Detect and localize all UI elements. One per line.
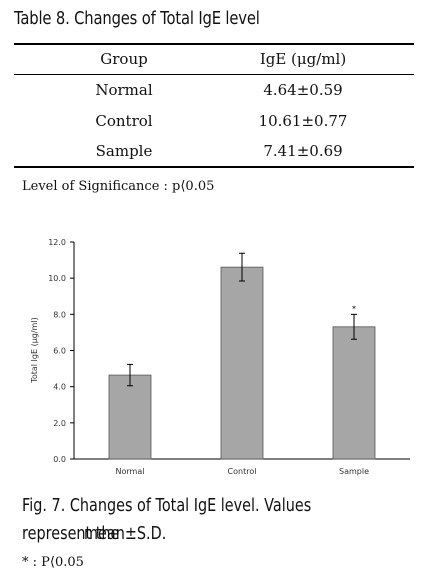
bar-sample <box>332 326 376 460</box>
x-tick-labels: Normal Control Sample <box>116 467 370 476</box>
row-value-normal: 4.64±0.59 <box>263 81 343 99</box>
bar-chart: 0.0 2.0 4.0 6.0 8.0 10.0 12.0 * Normal Control S… <box>30 238 410 476</box>
row-value-control: 10.61±0.77 <box>258 112 348 130</box>
y-axis-label: Total IgE (μg/ml) <box>30 317 39 383</box>
significance-note: Level of Significance : p⟨0.05 <box>22 179 215 194</box>
x-tick-label: Normal <box>116 467 145 476</box>
footnote: * : P⟨0.05 <box>22 555 84 570</box>
figure-caption: Fig. 7. Changes of Total IgE level. Valu… <box>22 495 312 544</box>
header-ige: IgE (μg/ml) <box>259 50 347 68</box>
table-mid-rule <box>14 74 414 75</box>
table-title: Table 8. Changes of Total IgE level <box>14 8 260 29</box>
header-group: Group <box>100 50 148 68</box>
y-tick-label: 8.0 <box>53 310 66 319</box>
error-bar-control <box>239 252 245 282</box>
significance-marker: * <box>352 304 356 313</box>
row-group-sample: Sample <box>95 142 153 160</box>
bar-normal <box>108 374 152 460</box>
row-group-control: Control <box>95 112 153 130</box>
bars: * <box>108 252 376 460</box>
y-tick-label: 6.0 <box>53 347 66 356</box>
table-bottom-rule <box>14 166 414 168</box>
row-value-sample: 7.41±0.69 <box>263 142 343 160</box>
bar-control <box>220 266 264 460</box>
row-group-normal: Normal <box>95 81 153 99</box>
y-tick-label: 4.0 <box>53 383 66 392</box>
error-bar-sample <box>351 313 357 340</box>
y-tick-label: 12.0 <box>48 238 66 247</box>
table-top-rule <box>14 43 414 45</box>
x-tick-label: Sample <box>339 467 369 476</box>
figure-caption-line2: mean±S.D. <box>84 523 167 544</box>
y-tick-label: 2.0 <box>53 419 66 428</box>
y-tick-label: 0.0 <box>53 455 66 464</box>
y-tick-label: 10.0 <box>48 274 66 283</box>
y-ticks: 0.0 2.0 4.0 6.0 8.0 10.0 12.0 <box>48 238 74 464</box>
error-bar-normal <box>127 363 133 387</box>
x-tick-label: Control <box>228 467 257 476</box>
